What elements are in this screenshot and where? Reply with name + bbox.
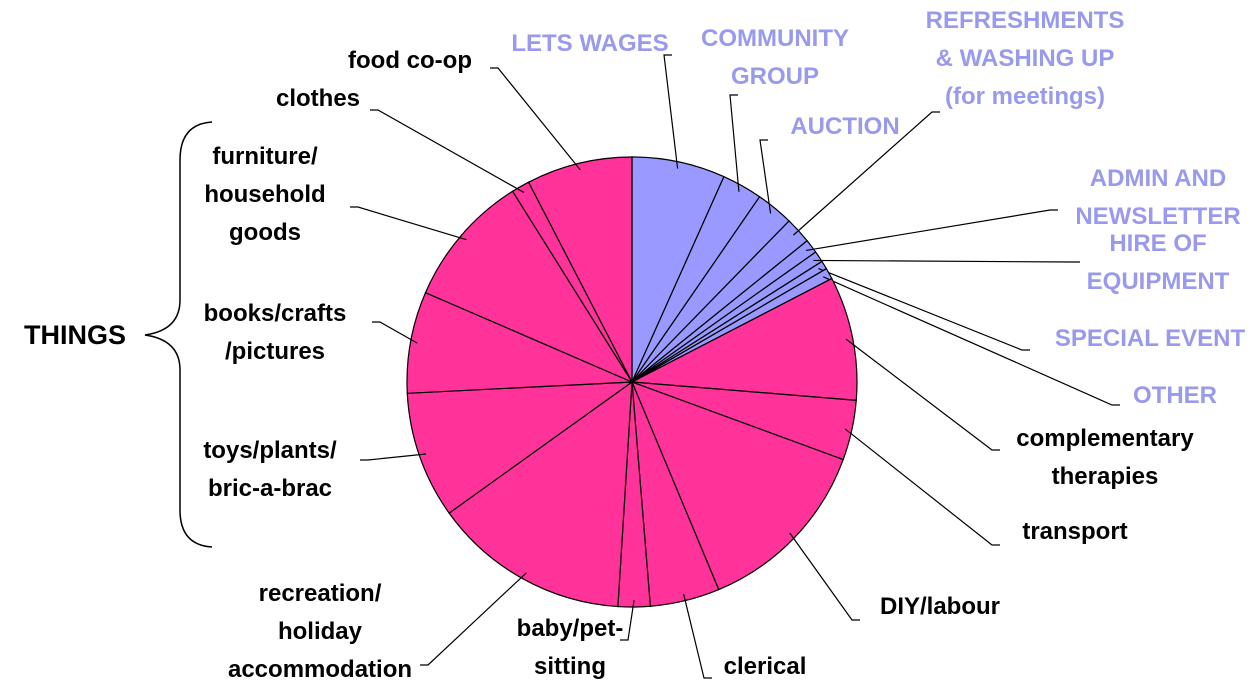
slice-label: ADMIN AND NEWSLETTER — [1075, 165, 1240, 230]
pie-slice — [629, 277, 858, 402]
slice-label: REFRESHMENTS & WASHING UP (for meetings) — [926, 7, 1125, 110]
pie-slice — [527, 156, 633, 383]
pie-slice — [406, 291, 633, 394]
leader-line — [806, 209, 1058, 252]
leader-line — [360, 453, 427, 461]
pie-slice — [448, 380, 633, 608]
leader-line — [620, 600, 635, 641]
leader-line — [759, 139, 772, 214]
leader-line — [823, 276, 1120, 406]
leader-line — [813, 259, 1080, 263]
slice-label: books/crafts/pictures — [204, 300, 347, 365]
leader-line — [372, 321, 418, 344]
leader-line — [844, 428, 1000, 546]
leader-line — [683, 593, 712, 679]
slice-label: recreation/holiday accommodation — [228, 580, 412, 683]
leader-line — [350, 206, 467, 241]
slice-label: AUCTION — [790, 113, 899, 140]
leader-line — [663, 54, 679, 169]
slice-label: complementary therapies — [1016, 425, 1194, 490]
leader-line — [490, 67, 581, 171]
slice-label: COMMUNITY GROUP — [701, 25, 849, 90]
leader-line — [845, 338, 1000, 451]
pie-slice — [630, 380, 844, 591]
slice-label: baby/pet-sitting — [517, 615, 624, 680]
slice-label: DIY/labour — [880, 593, 1000, 620]
slice-label: LETS WAGES — [511, 30, 668, 57]
annotation: THINGS — [24, 320, 126, 350]
leader-line — [420, 572, 527, 666]
slice-label: food co-op — [348, 47, 472, 74]
slice-label: clerical — [724, 653, 807, 680]
leader-line — [793, 111, 940, 236]
leader-line — [818, 267, 1030, 351]
slice-label: clothes — [276, 85, 360, 112]
leader-line — [729, 94, 740, 192]
pie-slice — [406, 381, 635, 514]
brace — [144, 121, 213, 548]
slice-label: toys/plants/bric-a-brac — [203, 437, 337, 502]
slice-label: HIRE OF EQUIPMENT — [1087, 230, 1230, 295]
slice-label: furniture/household goods — [204, 143, 325, 246]
slice-label: SPECIAL EVENT — [1055, 325, 1246, 352]
leader-line — [789, 532, 860, 621]
leader-line — [370, 109, 525, 193]
pie-slice — [424, 190, 634, 384]
slice-label: OTHER — [1133, 382, 1217, 409]
slice-label: transport — [1022, 518, 1127, 545]
